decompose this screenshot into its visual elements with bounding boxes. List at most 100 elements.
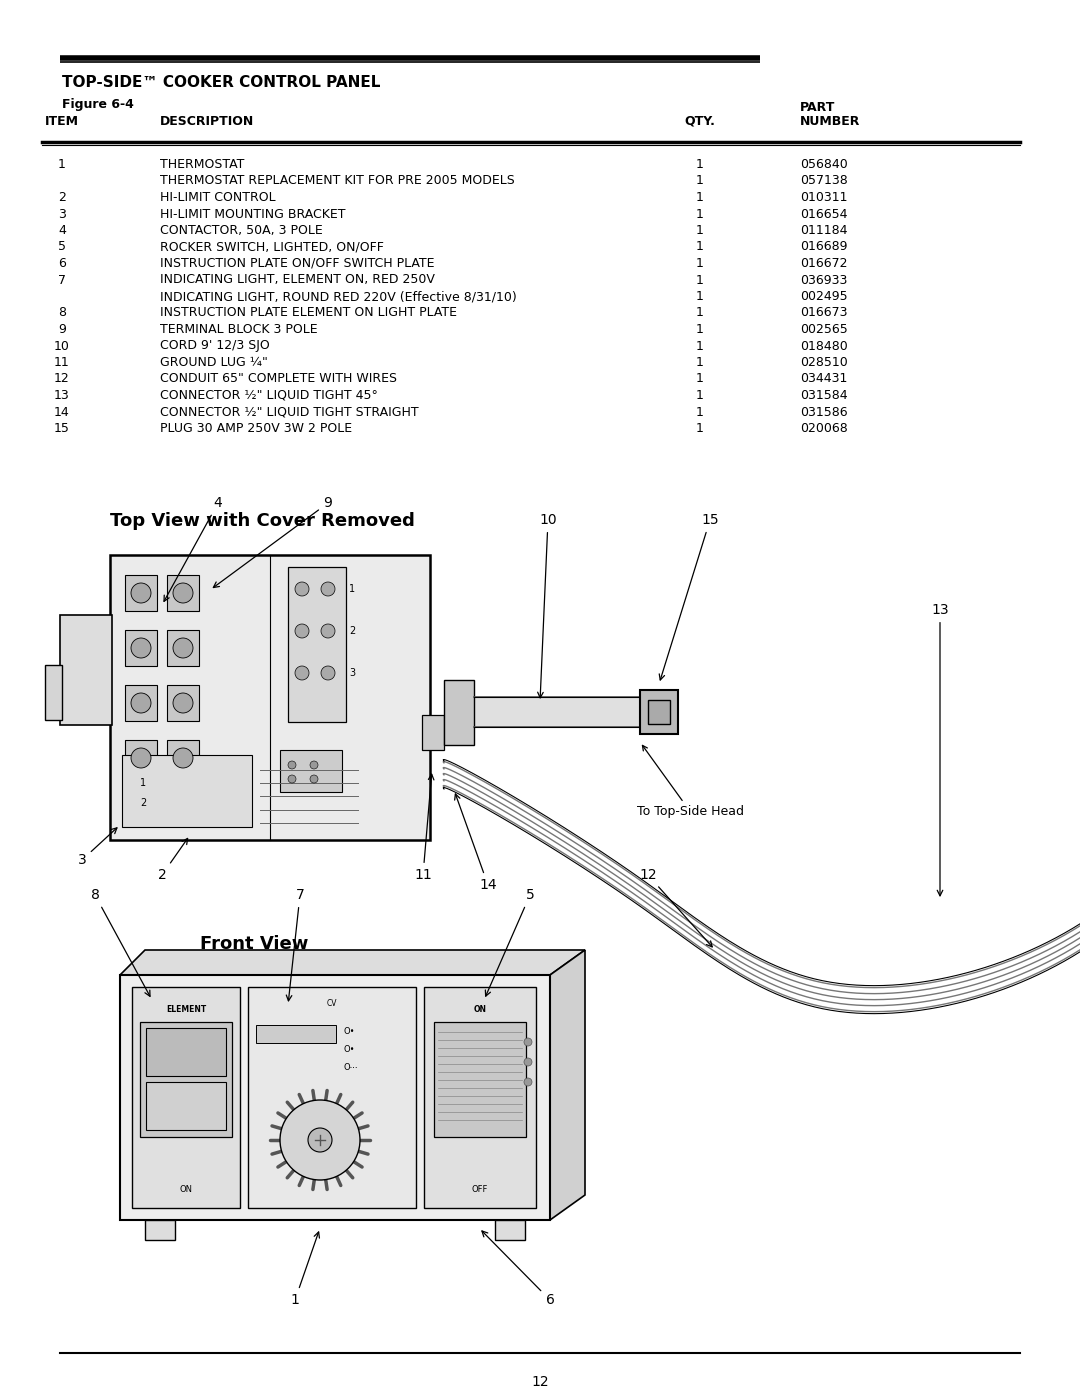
Text: CV: CV [327,999,337,1007]
Text: Top View with Cover Removed: Top View with Cover Removed [110,511,415,529]
Text: HI-LIMIT MOUNTING BRACKET: HI-LIMIT MOUNTING BRACKET [160,208,346,221]
Bar [248,988,416,1208]
Circle shape [173,583,193,604]
Text: 12: 12 [639,868,712,947]
Text: TERMINAL BLOCK 3 POLE: TERMINAL BLOCK 3 POLE [160,323,318,337]
Bar [434,1023,526,1137]
Bar [444,680,474,745]
Bar [146,1028,226,1076]
Circle shape [524,1038,532,1046]
Circle shape [295,583,309,597]
Text: 1: 1 [697,191,704,204]
Bar [167,630,199,666]
Text: 7: 7 [286,888,305,1000]
Circle shape [321,624,335,638]
Bar [474,697,640,726]
Text: 7: 7 [58,274,66,286]
Bar [256,1025,336,1044]
Bar [167,685,199,721]
Text: 10: 10 [538,513,557,698]
Text: 031586: 031586 [800,405,848,419]
Text: THERMOSTAT: THERMOSTAT [160,158,244,170]
Circle shape [173,747,193,768]
Text: ELEMENT: ELEMENT [166,1004,206,1013]
Text: 14: 14 [455,793,497,893]
Circle shape [524,1058,532,1066]
Text: 1: 1 [697,422,704,434]
Text: 12: 12 [531,1375,549,1389]
Text: 15: 15 [54,422,70,434]
Text: 1: 1 [697,175,704,187]
Bar [648,700,670,724]
Text: 1: 1 [697,388,704,402]
Bar [167,740,199,775]
Text: 4: 4 [164,496,222,601]
Text: OFF: OFF [472,1186,488,1194]
Bar [45,665,62,719]
Text: 1: 1 [697,291,704,303]
Text: O•: O• [343,1028,354,1037]
Text: INSTRUCTION PLATE ELEMENT ON LIGHT PLATE: INSTRUCTION PLATE ELEMENT ON LIGHT PLATE [160,306,457,320]
Text: INDICATING LIGHT, ROUND RED 220V (Effective 8/31/10): INDICATING LIGHT, ROUND RED 220V (Effect… [160,291,516,303]
Circle shape [308,1127,332,1153]
Text: 057138: 057138 [800,175,848,187]
Text: 1: 1 [697,323,704,337]
Text: 002565: 002565 [800,323,848,337]
Text: PLUG 30 AMP 250V 3W 2 POLE: PLUG 30 AMP 250V 3W 2 POLE [160,422,352,434]
Bar [122,754,252,827]
Text: INDICATING LIGHT, ELEMENT ON, RED 250V: INDICATING LIGHT, ELEMENT ON, RED 250V [160,274,435,286]
Text: 8: 8 [91,888,150,996]
Text: INSTRUCTION PLATE ON/OFF SWITCH PLATE: INSTRUCTION PLATE ON/OFF SWITCH PLATE [160,257,434,270]
Text: CONTACTOR, 50A, 3 POLE: CONTACTOR, 50A, 3 POLE [160,224,323,237]
Text: 1: 1 [697,306,704,320]
Text: 016672: 016672 [800,257,848,270]
Text: 1: 1 [58,158,66,170]
Text: 8: 8 [58,306,66,320]
Text: CORD 9' 12/3 SJO: CORD 9' 12/3 SJO [160,339,270,352]
Text: TOP-SIDE™ COOKER CONTROL PANEL: TOP-SIDE™ COOKER CONTROL PANEL [62,75,380,89]
Text: 3: 3 [349,668,355,678]
Bar [125,630,157,666]
Circle shape [173,693,193,712]
Text: 13: 13 [54,388,70,402]
Text: 011184: 011184 [800,224,848,237]
Text: 1: 1 [697,405,704,419]
Text: 1: 1 [349,584,355,594]
Text: 034431: 034431 [800,373,848,386]
Text: 1: 1 [140,778,146,788]
Text: 2: 2 [140,798,146,807]
Text: 036933: 036933 [800,274,848,286]
Circle shape [173,638,193,658]
Text: To Top-Side Head: To Top-Side Head [637,746,744,819]
Circle shape [131,638,151,658]
Text: 14: 14 [54,405,70,419]
Bar [167,576,199,610]
Text: CONDUIT 65" COMPLETE WITH WIRES: CONDUIT 65" COMPLETE WITH WIRES [160,373,397,386]
Text: 13: 13 [931,604,949,895]
Bar [145,1220,175,1241]
Text: CONNECTOR ½" LIQUID TIGHT STRAIGHT: CONNECTOR ½" LIQUID TIGHT STRAIGHT [160,405,419,419]
Bar [288,567,346,722]
Text: 5: 5 [485,888,535,996]
Text: QTY.: QTY. [685,115,715,129]
Text: THERMOSTAT REPLACEMENT KIT FOR PRE 2005 MODELS: THERMOSTAT REPLACEMENT KIT FOR PRE 2005 … [160,175,515,187]
Circle shape [288,761,296,768]
Bar [120,975,550,1220]
Text: 1: 1 [697,224,704,237]
Text: 1: 1 [697,373,704,386]
Text: 1: 1 [697,257,704,270]
Circle shape [524,1078,532,1085]
Text: 020068: 020068 [800,422,848,434]
Text: NUMBER: NUMBER [800,115,861,129]
Polygon shape [120,950,585,975]
Text: O•: O• [343,1045,354,1055]
Text: 031584: 031584 [800,388,848,402]
Text: 12: 12 [54,373,70,386]
Text: Figure 6-4: Figure 6-4 [62,98,134,110]
Text: 016689: 016689 [800,240,848,253]
Circle shape [321,666,335,680]
Text: 11: 11 [414,774,434,882]
Circle shape [321,583,335,597]
Text: 1: 1 [291,1232,320,1308]
Text: 2: 2 [58,191,66,204]
